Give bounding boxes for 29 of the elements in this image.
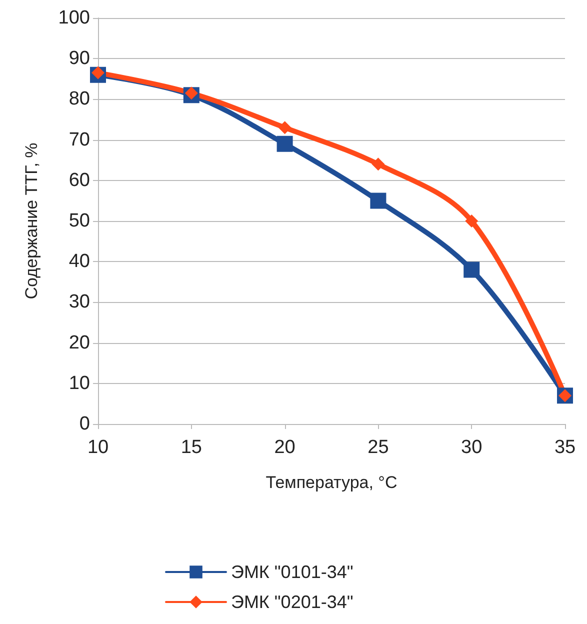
y-tick-label: 0	[79, 414, 90, 434]
x-axis-title: Температура, °C	[266, 473, 398, 492]
legend-label: ЭМК "0101-34"	[231, 562, 354, 582]
point	[184, 86, 198, 100]
x-tick-label: 15	[180, 437, 202, 458]
legend-label: ЭМК "0201-34"	[231, 592, 354, 612]
point	[372, 158, 385, 171]
y-tick-label: 90	[68, 48, 90, 70]
point	[92, 66, 104, 80]
y-axis-title: Содержание ТТГ, %	[22, 142, 41, 300]
y-tick-label: 50	[68, 210, 90, 232]
y-tick-label: 30	[68, 292, 90, 313]
y-tick-label: 80	[68, 88, 90, 110]
x-tick-label: 35	[554, 437, 576, 458]
point	[464, 262, 480, 278]
point	[370, 192, 386, 209]
point	[278, 121, 292, 134]
x-tick-label: 30	[461, 437, 482, 458]
y-tick-label: 20	[68, 332, 90, 354]
x-tick-label: 20	[274, 437, 296, 458]
y-tick-label: 10	[68, 372, 90, 394]
point	[465, 214, 478, 228]
y-tick-label: 60	[68, 170, 90, 191]
y-tick-label: 40	[68, 251, 90, 272]
y-tick-label: 70	[68, 129, 90, 150]
x-tick-label: 10	[87, 437, 109, 458]
y-tick-label: 100	[58, 8, 90, 28]
point	[276, 136, 293, 152]
x-tick-label: 25	[368, 437, 389, 458]
